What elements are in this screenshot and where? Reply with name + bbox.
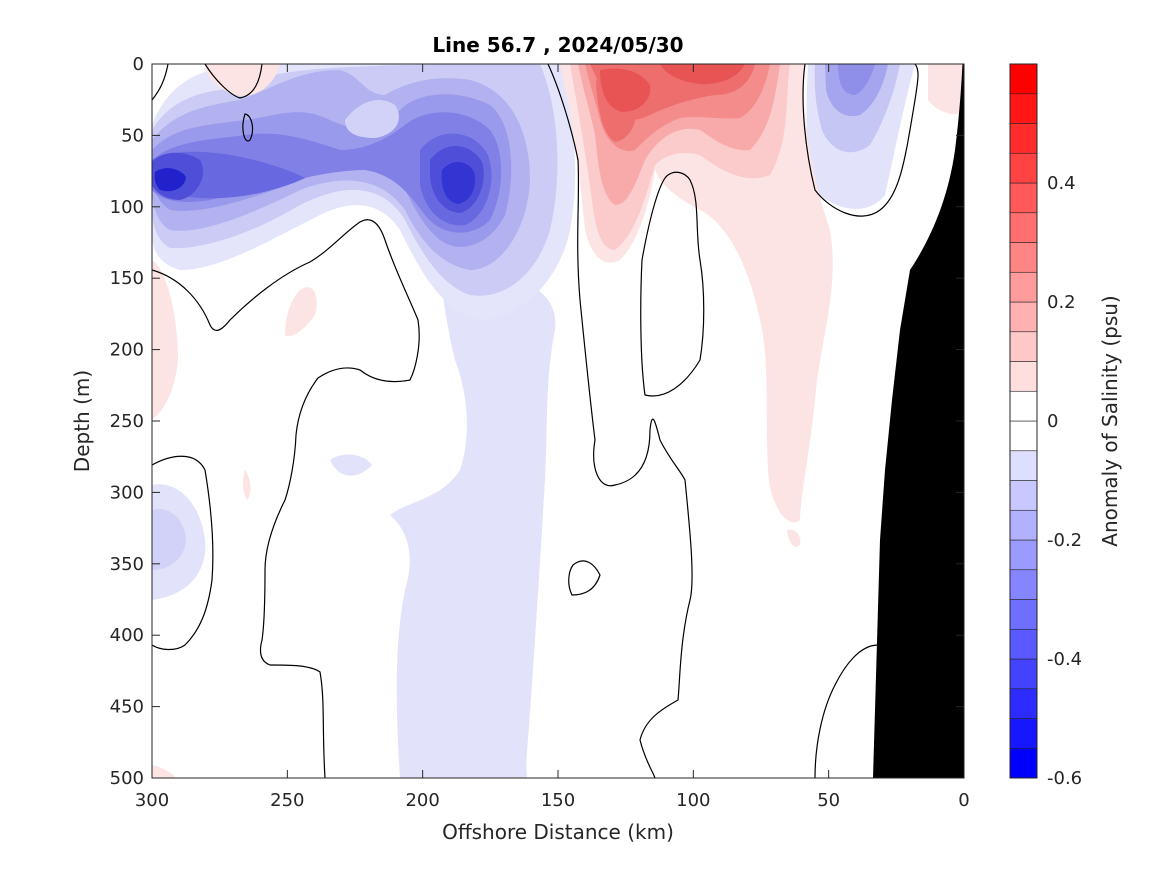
colorbar-segment [1009,480,1038,511]
salty-contour-band [928,64,964,115]
salty-contour-band [285,287,317,337]
zero-contour-line [802,64,919,217]
y-tick-label: 300 [110,482,144,503]
y-axis: 0 50 100 150 200 250 300 350 400 450 500 [110,54,964,789]
fresh-contour-band [838,64,875,95]
colorbar-segment [1009,242,1038,273]
colorbar-segment [1009,301,1038,333]
zero-contour-line [547,64,693,778]
salty-contour-band [600,68,651,112]
x-tick-label: 0 [958,790,969,811]
colorbar-tick-label: 0 [1047,411,1058,432]
colorbar-tick-label: -0.2 [1047,530,1082,551]
colorbar-segment [1009,569,1038,600]
salty-contour-band [660,64,745,85]
bathymetry-mask [873,64,964,778]
contour-fill-layer [152,64,964,778]
fresh-contour-band [455,277,556,778]
salty-contour-band [152,765,175,778]
x-tick-label: 250 [270,790,304,811]
colorbar-tick-label: 0.2 [1047,292,1076,313]
colorbar-segment [1009,539,1038,571]
colorbar-tick-label: -0.6 [1047,768,1082,789]
zero-contour-line [204,64,263,99]
salty-contour-band [242,470,251,500]
colorbar-segment [1009,152,1038,184]
zero-contour-line [640,171,705,397]
x-tick-label: 150 [541,790,575,811]
colorbar-segment [1009,361,1038,392]
fresh-contour-band [390,220,527,778]
colorbar-segment [1009,93,1038,124]
y-tick-label: 200 [110,340,144,361]
zero-contour-lines [152,64,919,778]
salty-contour-band [152,260,178,420]
fresh-contour-band [154,168,186,192]
colorbar-segment [1009,747,1038,779]
colorbar-segment [1009,271,1038,303]
colorbar-frame [1009,63,1038,779]
y-tick-label: 100 [110,197,144,218]
zero-contour-line [152,219,420,778]
colorbar-segment [1009,658,1038,690]
x-tick-label: 300 [135,790,169,811]
colorbar-segment [1009,450,1038,481]
colorbar: -0.6 -0.4 -0.2 0 0.2 0.4 [1009,63,1082,789]
colorbar-segment [1009,509,1038,541]
y-tick-label: 450 [110,697,144,718]
y-tick-label: 400 [110,625,144,646]
x-axis-label: Offshore Distance (km) [442,820,674,844]
colorbar-segment [1009,390,1038,422]
y-axis-label: Depth (m) [70,370,94,472]
y-tick-label: 150 [110,268,144,289]
salty-contour-band [787,529,801,547]
y-tick-label: 50 [121,125,144,146]
chart-title: Line 56.7 , 2024/05/30 [432,33,683,57]
zero-contour-line [814,644,879,778]
colorbar-segment [1009,123,1038,154]
zero-contour-line [568,560,601,596]
colorbar-segment [1009,420,1038,452]
colorbar-segment [1009,599,1038,630]
colorbar-segment [1009,63,1038,95]
y-tick-label: 250 [110,411,144,432]
colorbar-segment [1009,182,1038,214]
colorbar-segment [1009,718,1038,749]
x-tick-label: 200 [405,790,439,811]
colorbar-segment [1009,212,1038,243]
colorbar-segment [1009,688,1038,719]
fresh-contour-band [152,112,502,233]
fresh-contour-band [152,509,186,570]
colorbar-tick-label: -0.4 [1047,649,1082,670]
zero-contour-line [152,455,214,651]
y-tick-label: 0 [133,54,144,75]
y-tick-label: 350 [110,554,144,575]
colorbar-tick-label: 0.4 [1047,173,1076,194]
y-tick-label: 500 [110,768,144,789]
colorbar-label: Anomaly of Salinity (psu) [1098,295,1122,546]
x-tick-label: 50 [817,790,840,811]
fresh-contour-band [441,161,476,204]
x-axis: 300 250 200 150 100 50 0 [135,64,970,811]
x-tick-label: 100 [676,790,710,811]
fresh-contour-band [330,454,372,476]
colorbar-segment [1009,331,1038,362]
fresh-contour-band [345,100,399,138]
zero-contour-line [242,113,254,142]
colorbar-segment [1009,628,1038,660]
zero-contour-line [152,64,169,101]
